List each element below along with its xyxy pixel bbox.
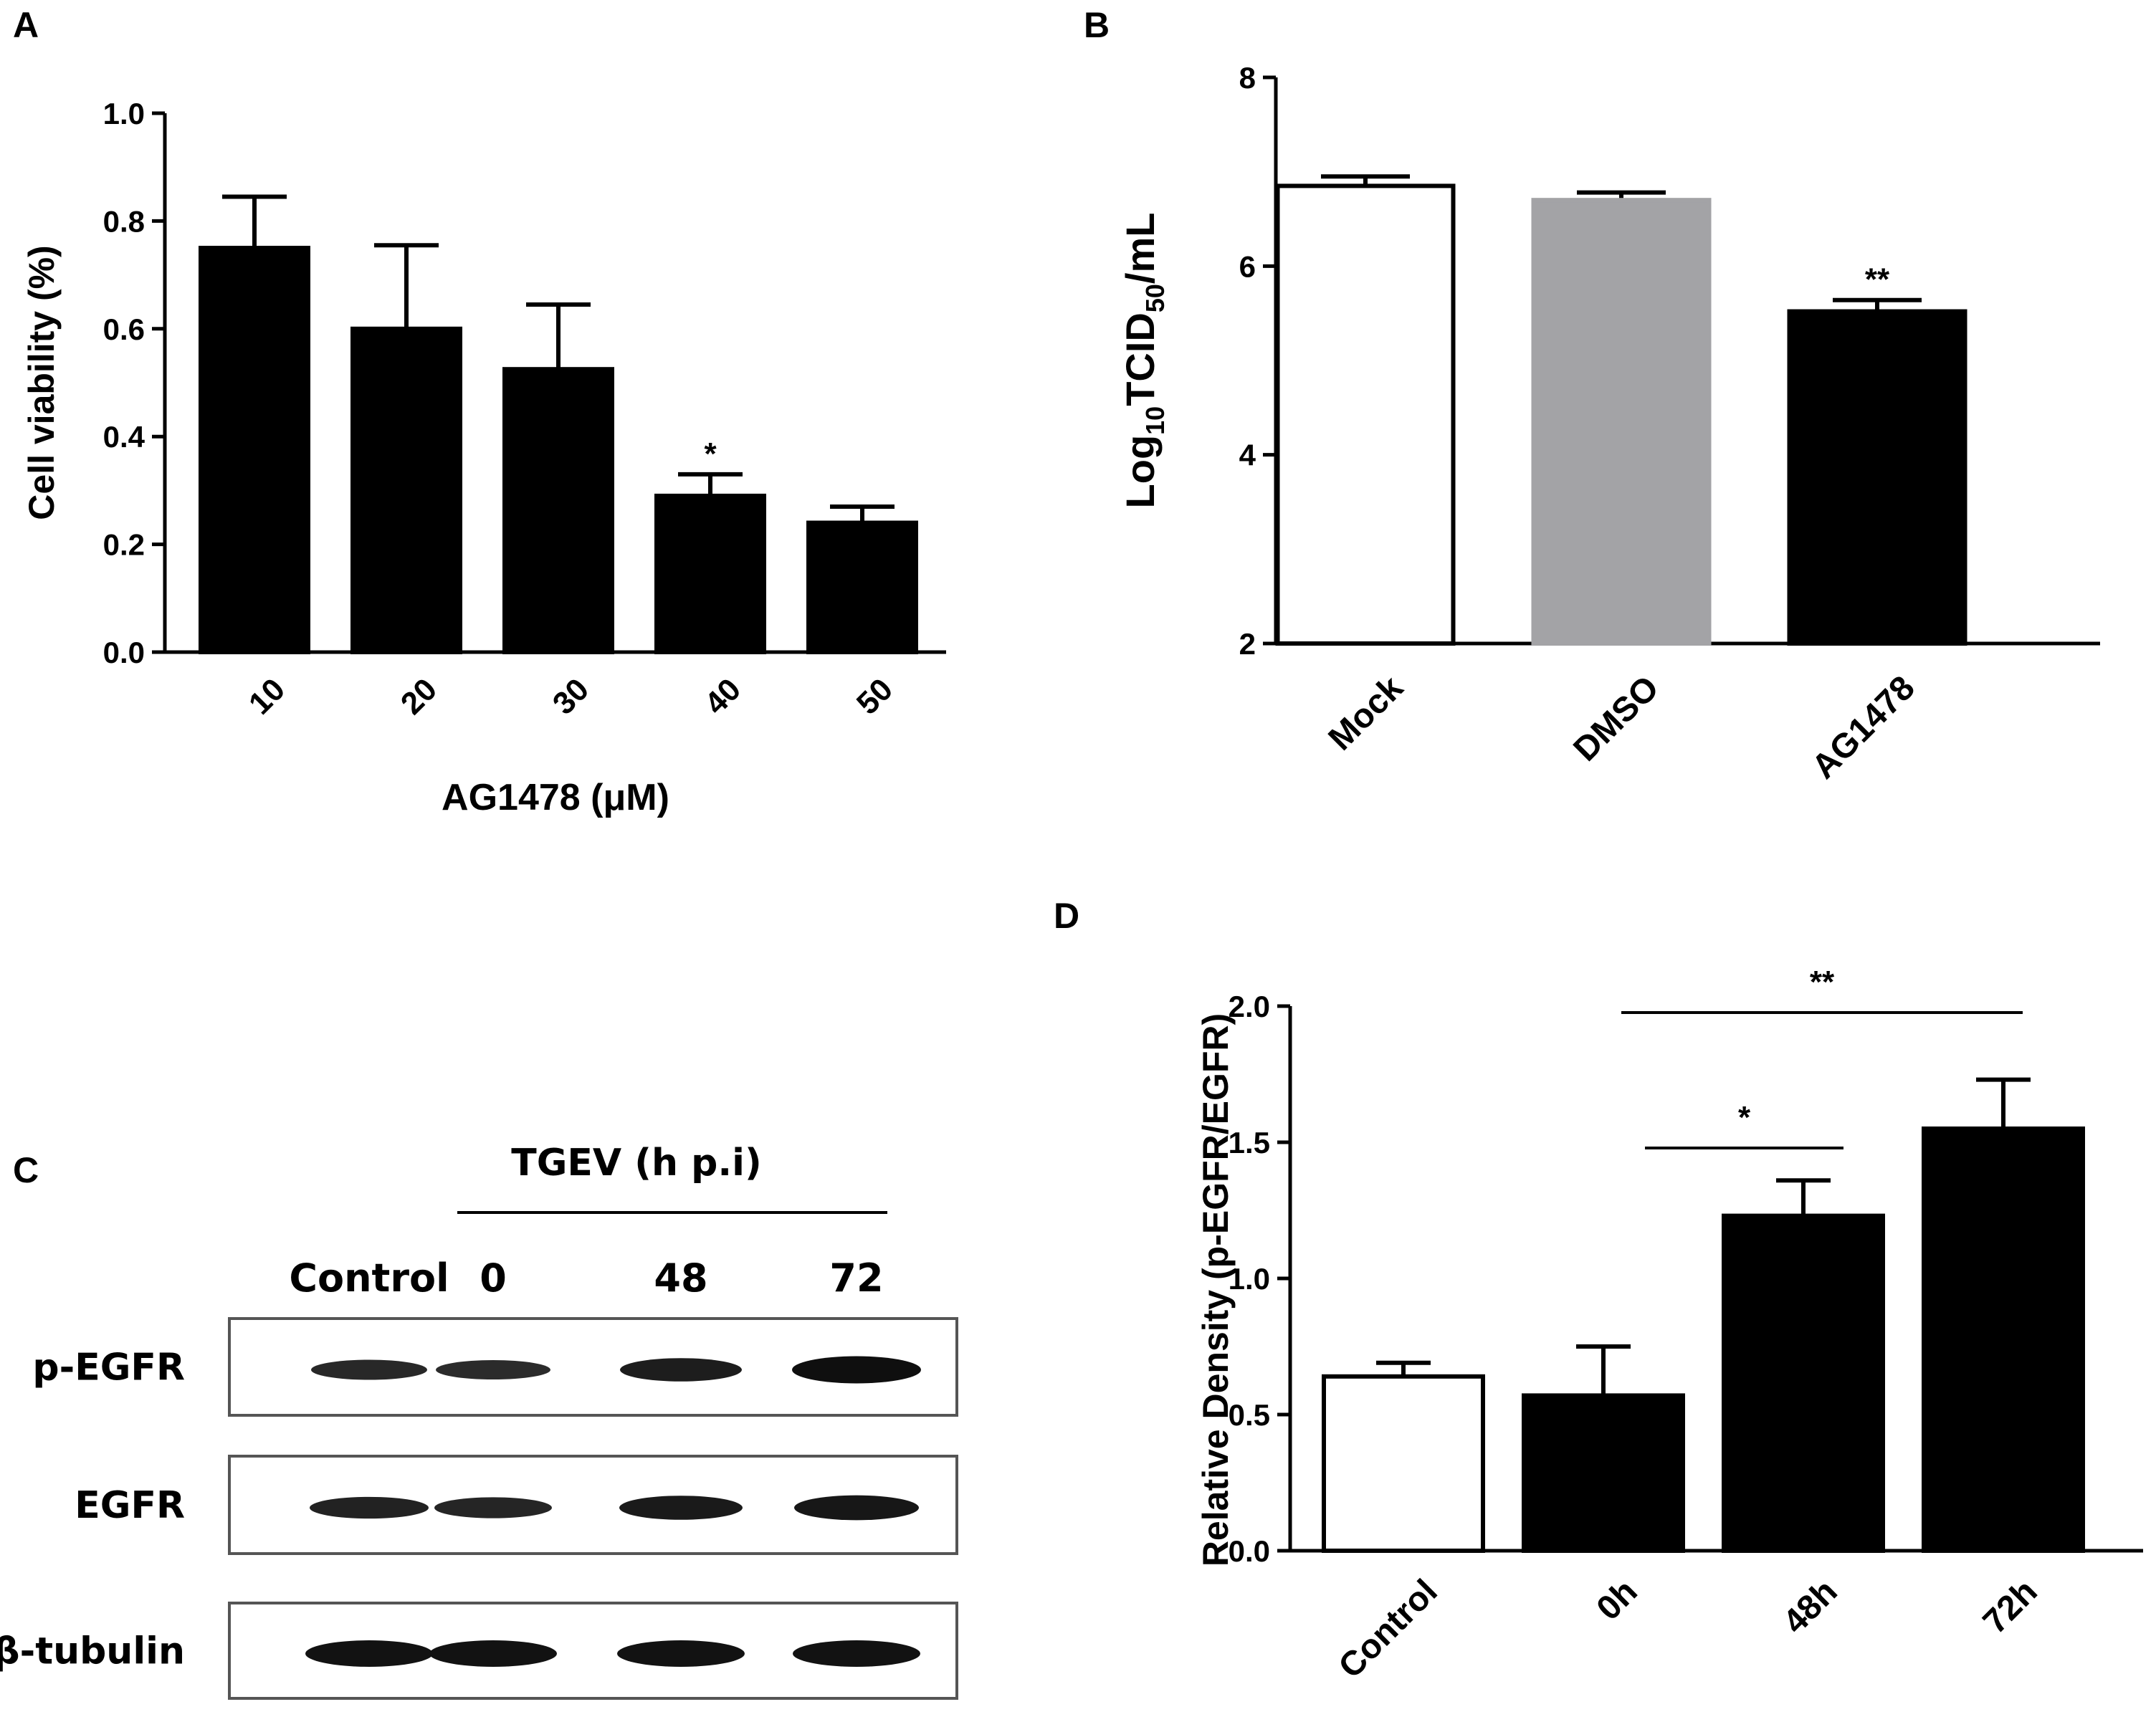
panel-letter-a: A [13, 5, 39, 45]
y-tick-label: 1.0 [1229, 1262, 1270, 1296]
x-tick-label: Control [1332, 1572, 1445, 1685]
panel-letter-d: D [1054, 896, 1079, 936]
significance-marker: * [1738, 1100, 1751, 1135]
western-blot-panel-c: TGEV (h p.i) Control 0 48 72 p-EGFR EGFR β-tub… [0, 1142, 958, 1700]
blot-band [436, 1360, 550, 1379]
y-tick-label: 0.2 [103, 528, 145, 562]
blot-row-label: p-EGFR [32, 1346, 185, 1389]
lane-label-48: 48 [654, 1255, 707, 1301]
blot-band [620, 1358, 742, 1382]
x-tick-label: 30 [546, 671, 596, 721]
bar-0h [1522, 1393, 1685, 1554]
chart-panel-a: 0.0 0.2 0.4 0.6 0.8 1.0 10 20 30 * 40 50 Cell viabil… [22, 97, 946, 818]
blot-band [311, 1359, 427, 1380]
lane-label-72: 72 [829, 1255, 883, 1301]
y-tick-label: 4 [1239, 439, 1256, 472]
y-tick-label: 2.0 [1229, 990, 1270, 1023]
blot-band [619, 1496, 743, 1520]
blot-band [617, 1640, 745, 1667]
x-tick-label: DMSO [1566, 669, 1666, 768]
x-tick-label: Mock [1322, 669, 1411, 757]
significance-marker: ** [1865, 262, 1890, 297]
x-tick-label: 72h [1976, 1572, 2045, 1641]
blot-band [793, 1640, 920, 1667]
y-tick-label: 0.8 [103, 204, 145, 238]
bar-ag1478 [1787, 309, 1967, 646]
blot-band [305, 1640, 433, 1667]
bar-48h [1722, 1213, 1885, 1553]
blot-row-label: EGFR [75, 1484, 185, 1527]
bar-10 [199, 246, 310, 654]
blot-row-label: β-tubulin [0, 1630, 185, 1673]
x-tick-label: 10 [242, 671, 292, 721]
bar-control [1322, 1374, 1485, 1554]
y-tick-label: 6 [1239, 249, 1256, 283]
y-axis-label: Log10TCID50/mL [1117, 213, 1170, 509]
bar-mock [1275, 183, 1456, 646]
y-tick-label: 0.0 [103, 636, 145, 669]
y-tick-label: 1.0 [103, 97, 145, 130]
x-tick-label: 0h [1590, 1572, 1645, 1627]
chart-panel-b: 2 4 6 8 Mock DMSO ** AG1478 Log10TCID50/mL [1117, 61, 2100, 786]
x-tick-label: 48h [1776, 1572, 1845, 1641]
significance-marker: * [704, 436, 717, 472]
y-tick-label: 2 [1239, 627, 1256, 661]
bar-72h [1922, 1127, 2085, 1553]
y-tick-label: 8 [1239, 61, 1256, 95]
y-tick-label: 1.5 [1229, 1126, 1270, 1159]
x-tick-label: AG1478 [1805, 669, 1922, 786]
lane-label-control: Control [289, 1255, 449, 1301]
chart-panel-d: 0.0 0.5 1.0 1.5 2.0 Control 0h 48h 72h Relative D… [1196, 965, 2143, 1685]
blot-band [792, 1356, 921, 1384]
x-axis-label: AG1478 (μM) [442, 777, 669, 818]
blot-band [434, 1497, 552, 1518]
blot-band [429, 1640, 557, 1667]
y-tick-label: 0.4 [103, 420, 146, 454]
x-tick-label: 50 [850, 671, 900, 721]
panel-letter-c: C [13, 1150, 39, 1190]
blot-band [794, 1495, 919, 1521]
bar-40 [654, 493, 766, 654]
lane-label-0: 0 [480, 1255, 507, 1301]
significance-marker: ** [1810, 965, 1835, 1000]
bar-30 [502, 367, 614, 654]
bar-50 [806, 520, 918, 655]
y-tick-label: 0.6 [103, 312, 145, 346]
bar-dmso [1531, 198, 1712, 646]
x-tick-label: 40 [698, 671, 748, 721]
y-axis-label: Relative Density (p-EGFR/EGFR) [1196, 1013, 1236, 1566]
y-tick-label: 0.0 [1229, 1534, 1270, 1568]
y-axis-label: Cell viability (%) [22, 245, 62, 520]
bar-20 [350, 326, 462, 654]
blot-group-label: TGEV (h p.i) [511, 1142, 761, 1185]
panel-letter-b: B [1084, 5, 1110, 45]
x-tick-label: 20 [394, 671, 444, 721]
blot-band [310, 1496, 429, 1519]
y-tick-label: 0.5 [1229, 1398, 1270, 1432]
